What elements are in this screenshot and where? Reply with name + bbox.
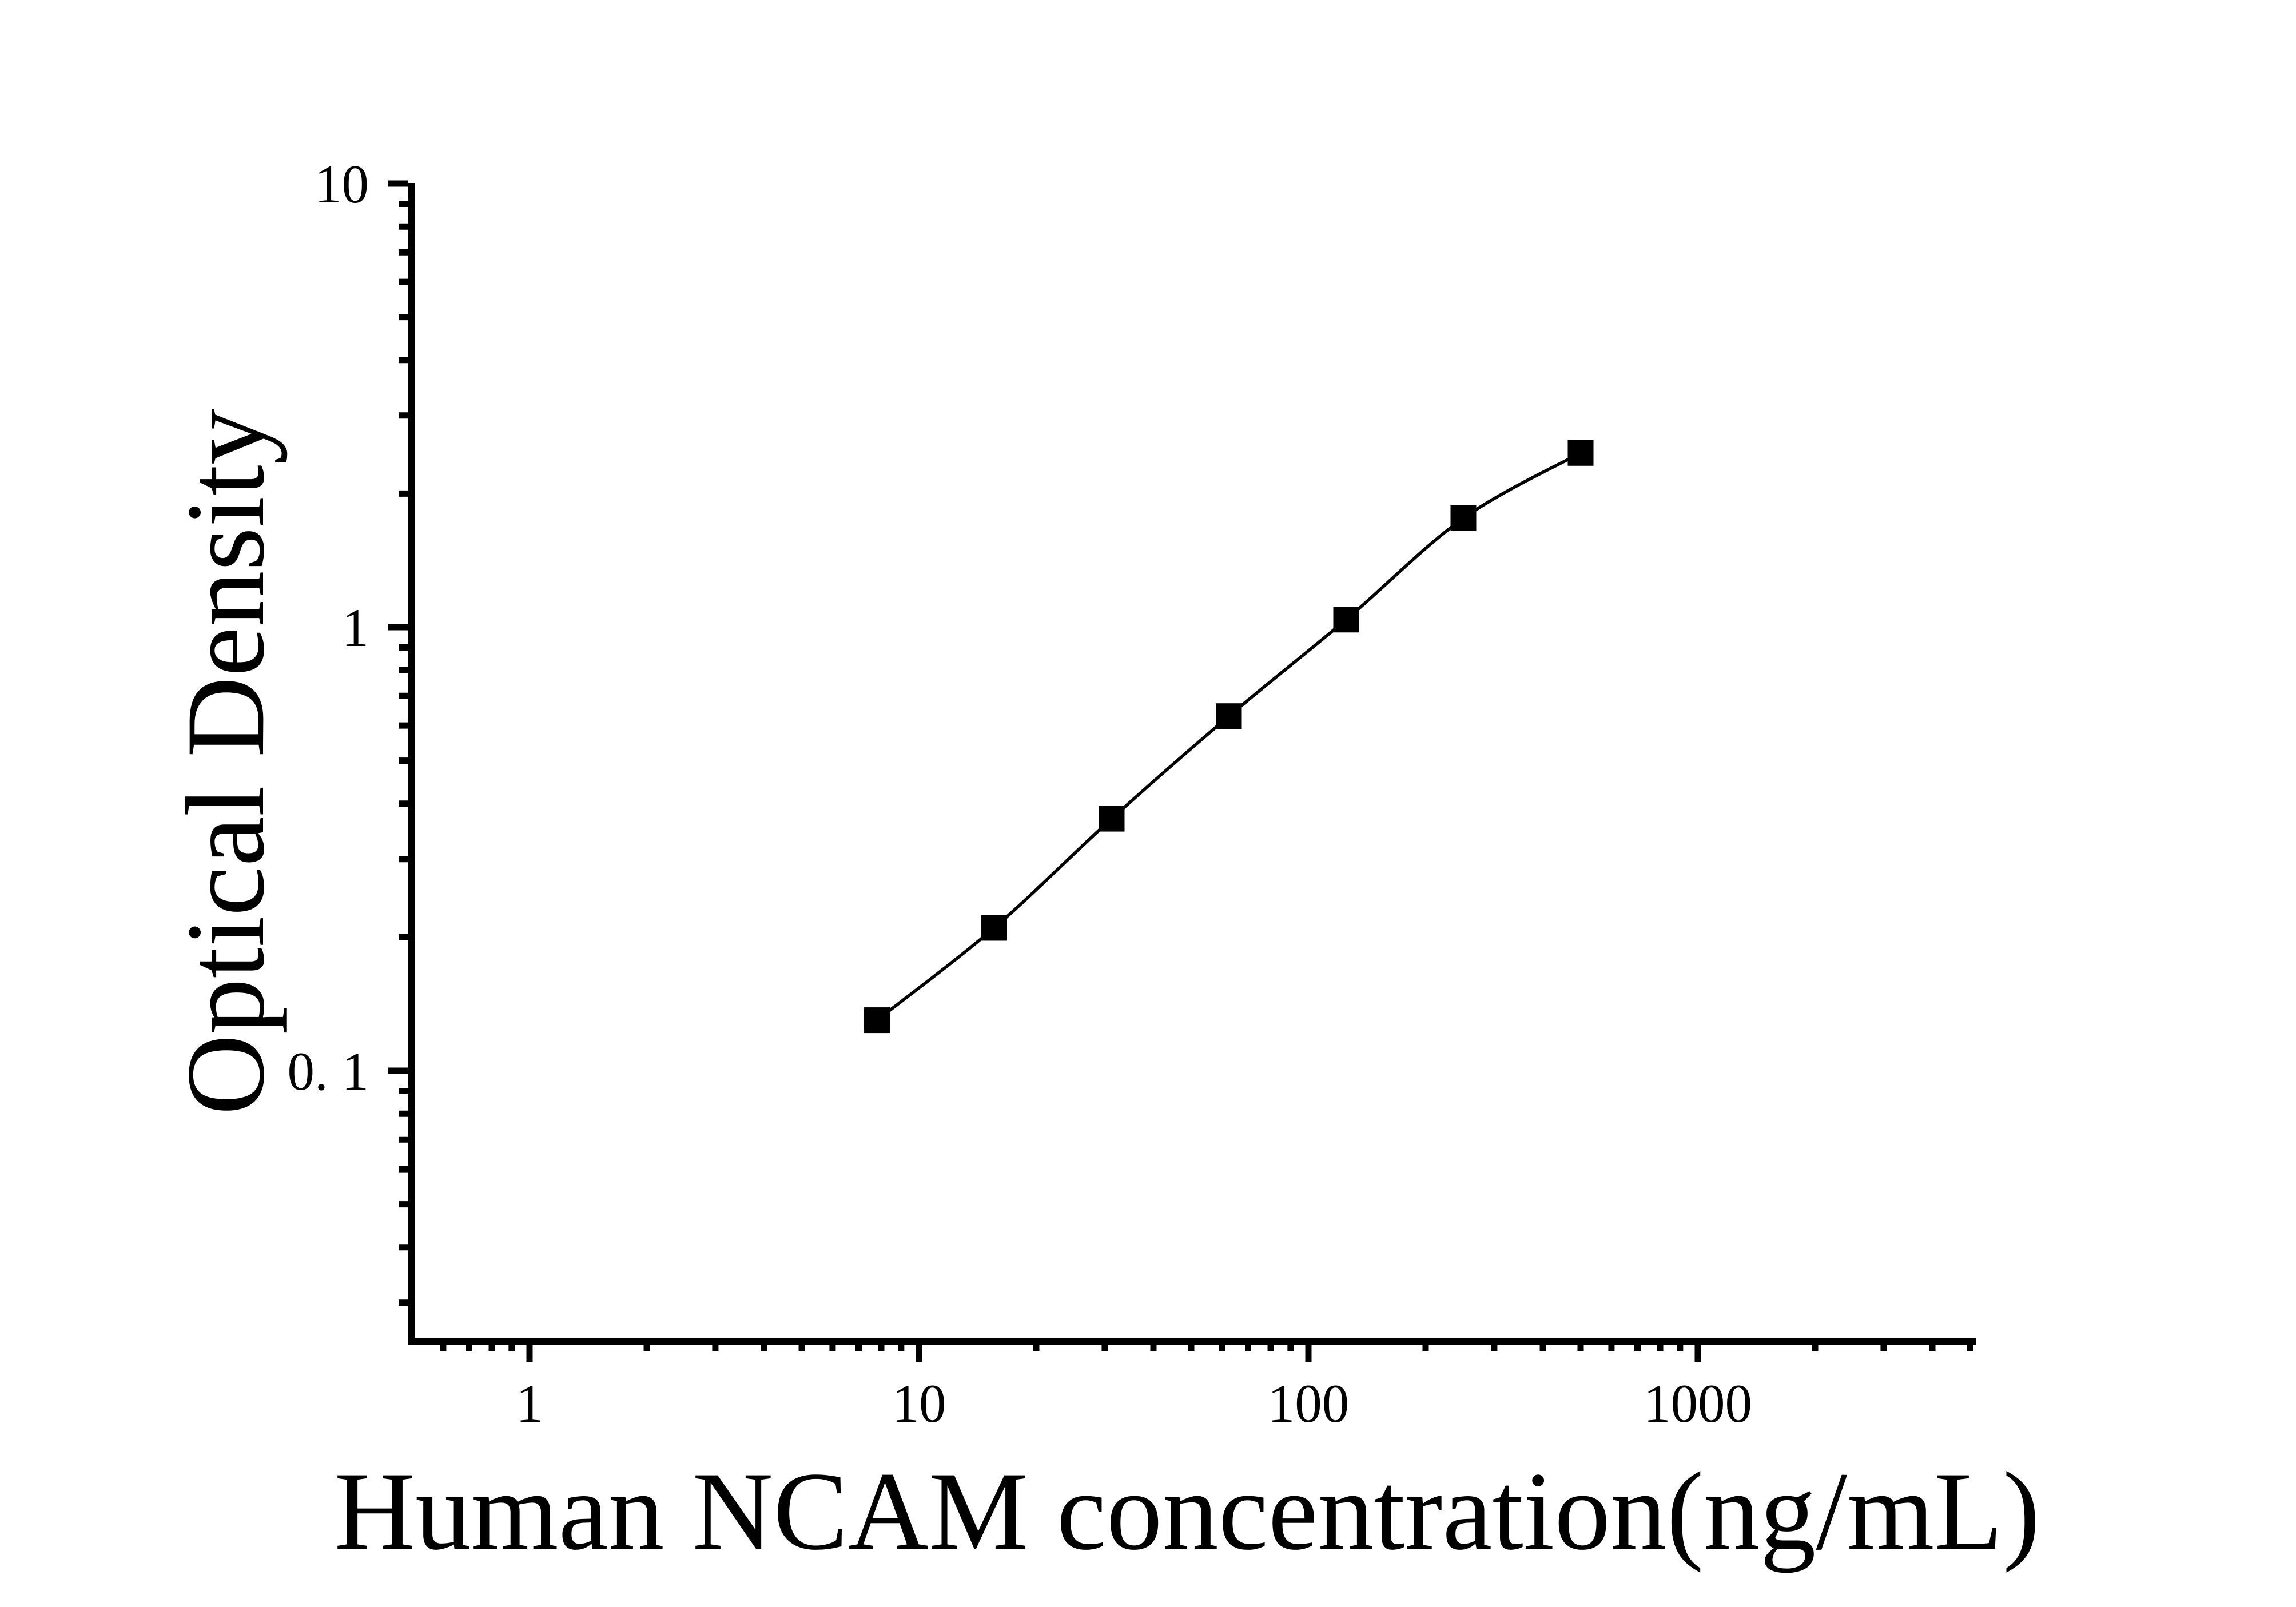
y-axis-title: Optical Density	[164, 409, 288, 1115]
y-tick-label: 1	[342, 597, 369, 658]
x-tick-label: 1	[516, 1373, 543, 1434]
x-tick-label: 10	[892, 1373, 946, 1434]
x-tick-label: 100	[1268, 1373, 1350, 1434]
tick-marks	[388, 180, 1973, 1362]
data-series	[864, 440, 1594, 1034]
axis-spine	[408, 183, 1976, 1345]
data-point-marker	[981, 915, 1008, 941]
x-tick-label: 1000	[1644, 1373, 1752, 1434]
data-point-marker	[1567, 440, 1594, 466]
data-point-marker	[1216, 703, 1242, 729]
data-point-marker	[864, 1007, 890, 1034]
axes	[408, 183, 1976, 1345]
x-axis-title: Human NCAM concentration(ng/mL)	[335, 1449, 2040, 1573]
y-tick-label: 10	[315, 154, 369, 214]
y-tick-label: 0. 1	[288, 1041, 369, 1102]
data-point-marker	[1099, 806, 1125, 832]
tick-labels: 1 10 100 1000 0. 1 1 10	[288, 154, 1753, 1434]
data-point-marker	[1450, 505, 1477, 531]
data-point-marker	[1333, 607, 1359, 633]
